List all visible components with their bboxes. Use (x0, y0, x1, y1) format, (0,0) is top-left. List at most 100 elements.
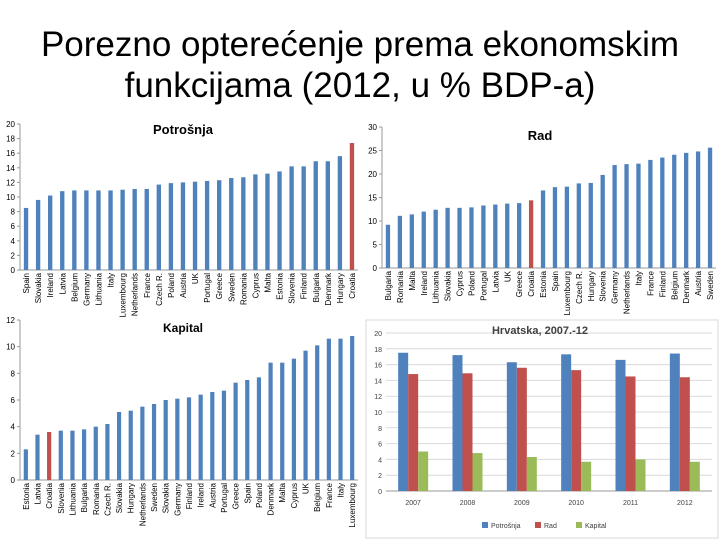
x-tick-label: Denmark (324, 272, 333, 305)
x-tick-label: 2010 (568, 500, 584, 507)
bar-slovakia (445, 207, 450, 268)
bar-croatia (528, 200, 534, 268)
x-tick-label: Estonia (22, 482, 31, 509)
x-tick-label: Italy (107, 273, 116, 288)
bar-slovakia (163, 400, 168, 480)
bar-belgium (315, 345, 320, 480)
x-tick-label: Luxembourg (348, 483, 357, 527)
x-tick-label: Spain (22, 273, 31, 293)
x-tick-label: Czech R. (155, 273, 164, 306)
bar-poland (469, 207, 474, 268)
x-tick-label: Austria (694, 270, 703, 295)
x-tick-label: 2009 (514, 500, 530, 507)
y-tick-label: 6 (11, 396, 16, 405)
x-tick-label: Poland (255, 483, 264, 508)
x-tick-label: Romania (92, 482, 101, 515)
y-tick-label: 30 (368, 123, 377, 132)
bar-2007-2 (418, 451, 429, 491)
x-tick-label: France (143, 272, 152, 297)
bar-2012-2 (689, 461, 700, 491)
y-tick-label: 16 (374, 363, 382, 370)
bar-denmark (325, 161, 330, 270)
bar-latvia (60, 191, 65, 270)
y-tick-label: 0 (378, 489, 382, 496)
bar-malta (265, 173, 270, 270)
x-tick-label: Estonia (539, 270, 548, 297)
bar-romania (93, 426, 98, 480)
bar-cyprus (457, 207, 462, 268)
x-tick-label: Latvia (33, 482, 42, 504)
bar-hungary (128, 410, 133, 480)
x-tick-label: UK (503, 270, 512, 282)
bar-luxembourg (120, 189, 125, 270)
bar-italy (338, 338, 343, 480)
bar-2010-0 (561, 354, 572, 491)
y-tick-label: 2 (11, 449, 16, 458)
bar-czech-r- (105, 424, 110, 480)
y-tick-label: 8 (378, 426, 382, 433)
bar-croatia (349, 142, 355, 270)
x-tick-label: Lithuania (432, 270, 441, 303)
y-tick-label: 12 (374, 394, 382, 401)
x-tick-label: Lithuania (94, 272, 103, 305)
bar-malta (280, 362, 285, 480)
y-tick-label: 15 (368, 194, 377, 203)
y-tick-label: 14 (374, 378, 382, 385)
x-tick-label: Croatia (45, 482, 54, 508)
x-tick-label: Poland (467, 271, 476, 296)
bar-lithuania (70, 430, 75, 480)
bar-germany (84, 190, 89, 270)
bar-2011-1 (625, 376, 636, 491)
bar-ireland (48, 195, 53, 270)
bar-romania (241, 177, 246, 270)
x-tick-label: Cyprus (251, 273, 260, 298)
y-tick-label: 6 (11, 222, 16, 231)
x-tick-label: Bulgaria (80, 482, 89, 512)
x-tick-label: Sweden (227, 273, 236, 302)
bar-austria (695, 151, 701, 268)
legend-label: Rad (544, 523, 557, 530)
bar-austria (210, 392, 215, 480)
bar-estonia (23, 449, 28, 480)
bar-2012-1 (679, 377, 690, 491)
legend-swatch (535, 522, 541, 528)
bar-greece (233, 382, 238, 480)
x-tick-label: Slovakia (162, 482, 171, 513)
x-tick-label: Romania (396, 270, 405, 303)
x-tick-label: Poland (167, 273, 176, 298)
y-tick-label: 18 (6, 135, 15, 144)
x-tick-label: France (325, 482, 334, 507)
bar-portugal (221, 390, 227, 480)
x-tick-label: Portugal (220, 483, 229, 513)
bar-netherlands (140, 406, 145, 480)
bar-slovakia (35, 199, 41, 270)
chart-frame (365, 319, 719, 539)
bar-france (326, 338, 331, 480)
x-tick-label: Croatia (527, 270, 536, 296)
x-tick-label: Latvia (58, 272, 67, 294)
bar-2012-0 (669, 353, 680, 491)
bar-austria (180, 182, 186, 270)
bar-lithuania (96, 190, 101, 270)
bar-poland (168, 183, 174, 270)
x-tick-label: Ireland (46, 273, 55, 297)
y-tick-label: 10 (374, 410, 382, 417)
bar-finland (660, 157, 665, 268)
bar-uk (303, 350, 308, 480)
chart-potrosnja: 0 2 4 6 8 10 12 14 16 18 20 Spain Slovakia Ireland Lat… (6, 120, 358, 317)
bar-latvia (35, 434, 40, 480)
bar-luxembourg (564, 186, 570, 268)
bar-portugal (204, 180, 210, 270)
bar-spain (245, 380, 250, 480)
bar-2009-0 (506, 362, 517, 491)
x-tick-label: Slovakia (444, 270, 453, 301)
y-tick-label: 6 (378, 442, 382, 449)
x-tick-label: Hungary (587, 271, 596, 301)
bar-spain (552, 187, 558, 268)
bar-germany (175, 398, 180, 480)
x-tick-label: Malta (278, 482, 287, 502)
x-tick-label: Hungary (336, 273, 345, 303)
y-tick-label: 0 (373, 264, 378, 273)
x-tick-label: Netherlands (131, 273, 140, 316)
